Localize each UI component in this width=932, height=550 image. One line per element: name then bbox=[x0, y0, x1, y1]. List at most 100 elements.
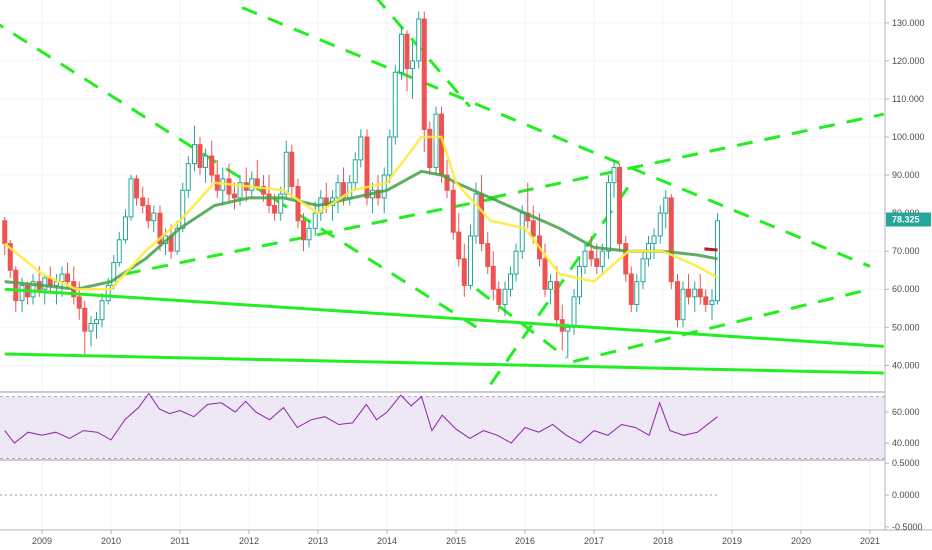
candle-body-122 bbox=[703, 296, 709, 305]
candle-body-123 bbox=[709, 300, 715, 305]
oscillator-tick-label: -0.5000 bbox=[892, 522, 923, 532]
candle-body-11 bbox=[65, 273, 71, 283]
candle-body-74 bbox=[427, 128, 433, 168]
dashed-trendline-1 bbox=[241, 6, 871, 268]
price-tick-label: 70.000 bbox=[892, 246, 920, 256]
candle-body-77 bbox=[444, 174, 450, 191]
candle-body-63 bbox=[364, 136, 370, 199]
candle-body-20 bbox=[116, 239, 122, 264]
rsi-tick-label: 60.000 bbox=[892, 407, 920, 417]
candle-body-85 bbox=[490, 265, 496, 290]
candle-body-35 bbox=[203, 155, 209, 168]
price-tick-label: 110.000 bbox=[892, 94, 924, 104]
candle-body-33 bbox=[191, 144, 197, 165]
candle-body-39 bbox=[226, 178, 232, 195]
candle-body-7 bbox=[42, 277, 48, 290]
candle-body-2 bbox=[13, 269, 19, 302]
candle-body-104 bbox=[599, 250, 605, 267]
candle-body-31 bbox=[180, 189, 186, 229]
candle-body-119 bbox=[686, 288, 692, 298]
candle-body-54 bbox=[312, 212, 318, 229]
candle-body-48 bbox=[278, 193, 284, 214]
candle-body-22 bbox=[128, 178, 134, 218]
last-price-badge bbox=[886, 212, 931, 227]
dashed-trendline-3 bbox=[124, 196, 498, 276]
candle-body-41 bbox=[237, 182, 243, 199]
time-tick-label: 2020 bbox=[791, 536, 811, 546]
candle-body-96 bbox=[554, 281, 560, 321]
price-tick-label: 100.000 bbox=[892, 132, 925, 142]
candle-body-100 bbox=[577, 265, 583, 298]
dashed-trendline-7 bbox=[489, 185, 630, 386]
time-tick-label: 2018 bbox=[653, 536, 673, 546]
candle-body-108 bbox=[623, 243, 629, 275]
candle-body-15 bbox=[88, 322, 94, 332]
dashed-trendline-4 bbox=[490, 112, 885, 200]
candle-body-36 bbox=[209, 155, 215, 176]
price-tick-label: 40.000 bbox=[892, 360, 920, 370]
candle-body-3 bbox=[19, 284, 25, 302]
oscillator-tick-label: 0.5000 bbox=[892, 458, 920, 468]
candle-body-34 bbox=[197, 144, 203, 168]
candle-body-94 bbox=[542, 258, 548, 290]
candle-body-88 bbox=[508, 273, 514, 290]
candle-body-58 bbox=[335, 182, 341, 199]
candle-body-72 bbox=[416, 18, 422, 62]
candle-body-106 bbox=[611, 166, 617, 184]
candle-body-71 bbox=[410, 60, 416, 70]
candle-body-98 bbox=[565, 326, 571, 332]
candle-body-17 bbox=[99, 300, 105, 321]
candle-body-99 bbox=[571, 296, 577, 328]
candle-body-107 bbox=[617, 166, 623, 245]
candle-body-78 bbox=[450, 189, 456, 233]
candle-body-46 bbox=[266, 193, 272, 207]
time-tick-label: 2017 bbox=[584, 536, 604, 546]
solid-trendlines-layer bbox=[4, 287, 884, 375]
time-axis[interactable]: 2009 2010 2011 2012 2013 2014 2015 2016 2017 2018… bbox=[32, 530, 880, 546]
candle-body-80 bbox=[461, 258, 467, 286]
candle-body-115 bbox=[663, 197, 669, 214]
resistance-line bbox=[704, 247, 718, 252]
candle-body-113 bbox=[651, 235, 657, 245]
time-tick-label: 2016 bbox=[515, 536, 535, 546]
candle-body-62 bbox=[358, 136, 364, 161]
candle-body-16 bbox=[94, 319, 100, 324]
candle-body-44 bbox=[254, 178, 260, 187]
solid-trendline-0 bbox=[4, 287, 884, 348]
candle-body-43 bbox=[249, 178, 255, 191]
candle-body-95 bbox=[548, 281, 554, 290]
candle-body-53 bbox=[306, 227, 312, 241]
price-axis[interactable]: 130.000120.000110.000100.00090.00080.000… bbox=[885, 18, 925, 532]
candle-body-50 bbox=[289, 151, 295, 187]
fast-ma-line bbox=[3, 135, 719, 291]
candle-body-67 bbox=[387, 136, 393, 176]
candle-body-124 bbox=[715, 220, 721, 302]
candle-body-82 bbox=[473, 193, 479, 237]
candle-body-90 bbox=[519, 212, 525, 252]
candle-body-70 bbox=[404, 33, 410, 70]
trendlines-layer bbox=[0, 0, 885, 386]
time-tick-label: 2015 bbox=[446, 536, 466, 546]
candle-body-1 bbox=[7, 243, 13, 271]
candle-body-117 bbox=[674, 281, 680, 321]
candle-body-59 bbox=[341, 182, 347, 199]
candle-body-18 bbox=[105, 284, 111, 302]
time-tick-label: 2021 bbox=[860, 536, 880, 546]
candle-body-14 bbox=[82, 307, 88, 332]
candle-body-110 bbox=[634, 281, 640, 305]
candle-body-121 bbox=[697, 288, 703, 298]
candle-body-23 bbox=[134, 178, 140, 199]
candle-body-61 bbox=[352, 159, 358, 184]
candle-body-21 bbox=[122, 216, 128, 241]
time-tick-label: 2019 bbox=[722, 536, 742, 546]
rsi-tick-label: 40.000 bbox=[892, 438, 920, 448]
last-price-tag: 78.325 bbox=[886, 212, 931, 227]
time-tick-label: 2009 bbox=[32, 536, 52, 546]
candle-body-69 bbox=[398, 33, 404, 73]
candle-body-25 bbox=[145, 205, 151, 222]
price-tick-label: 130.000 bbox=[892, 18, 925, 28]
time-tick-label: 2013 bbox=[308, 536, 328, 546]
candle-body-114 bbox=[657, 212, 663, 237]
candle-body-13 bbox=[76, 296, 82, 309]
